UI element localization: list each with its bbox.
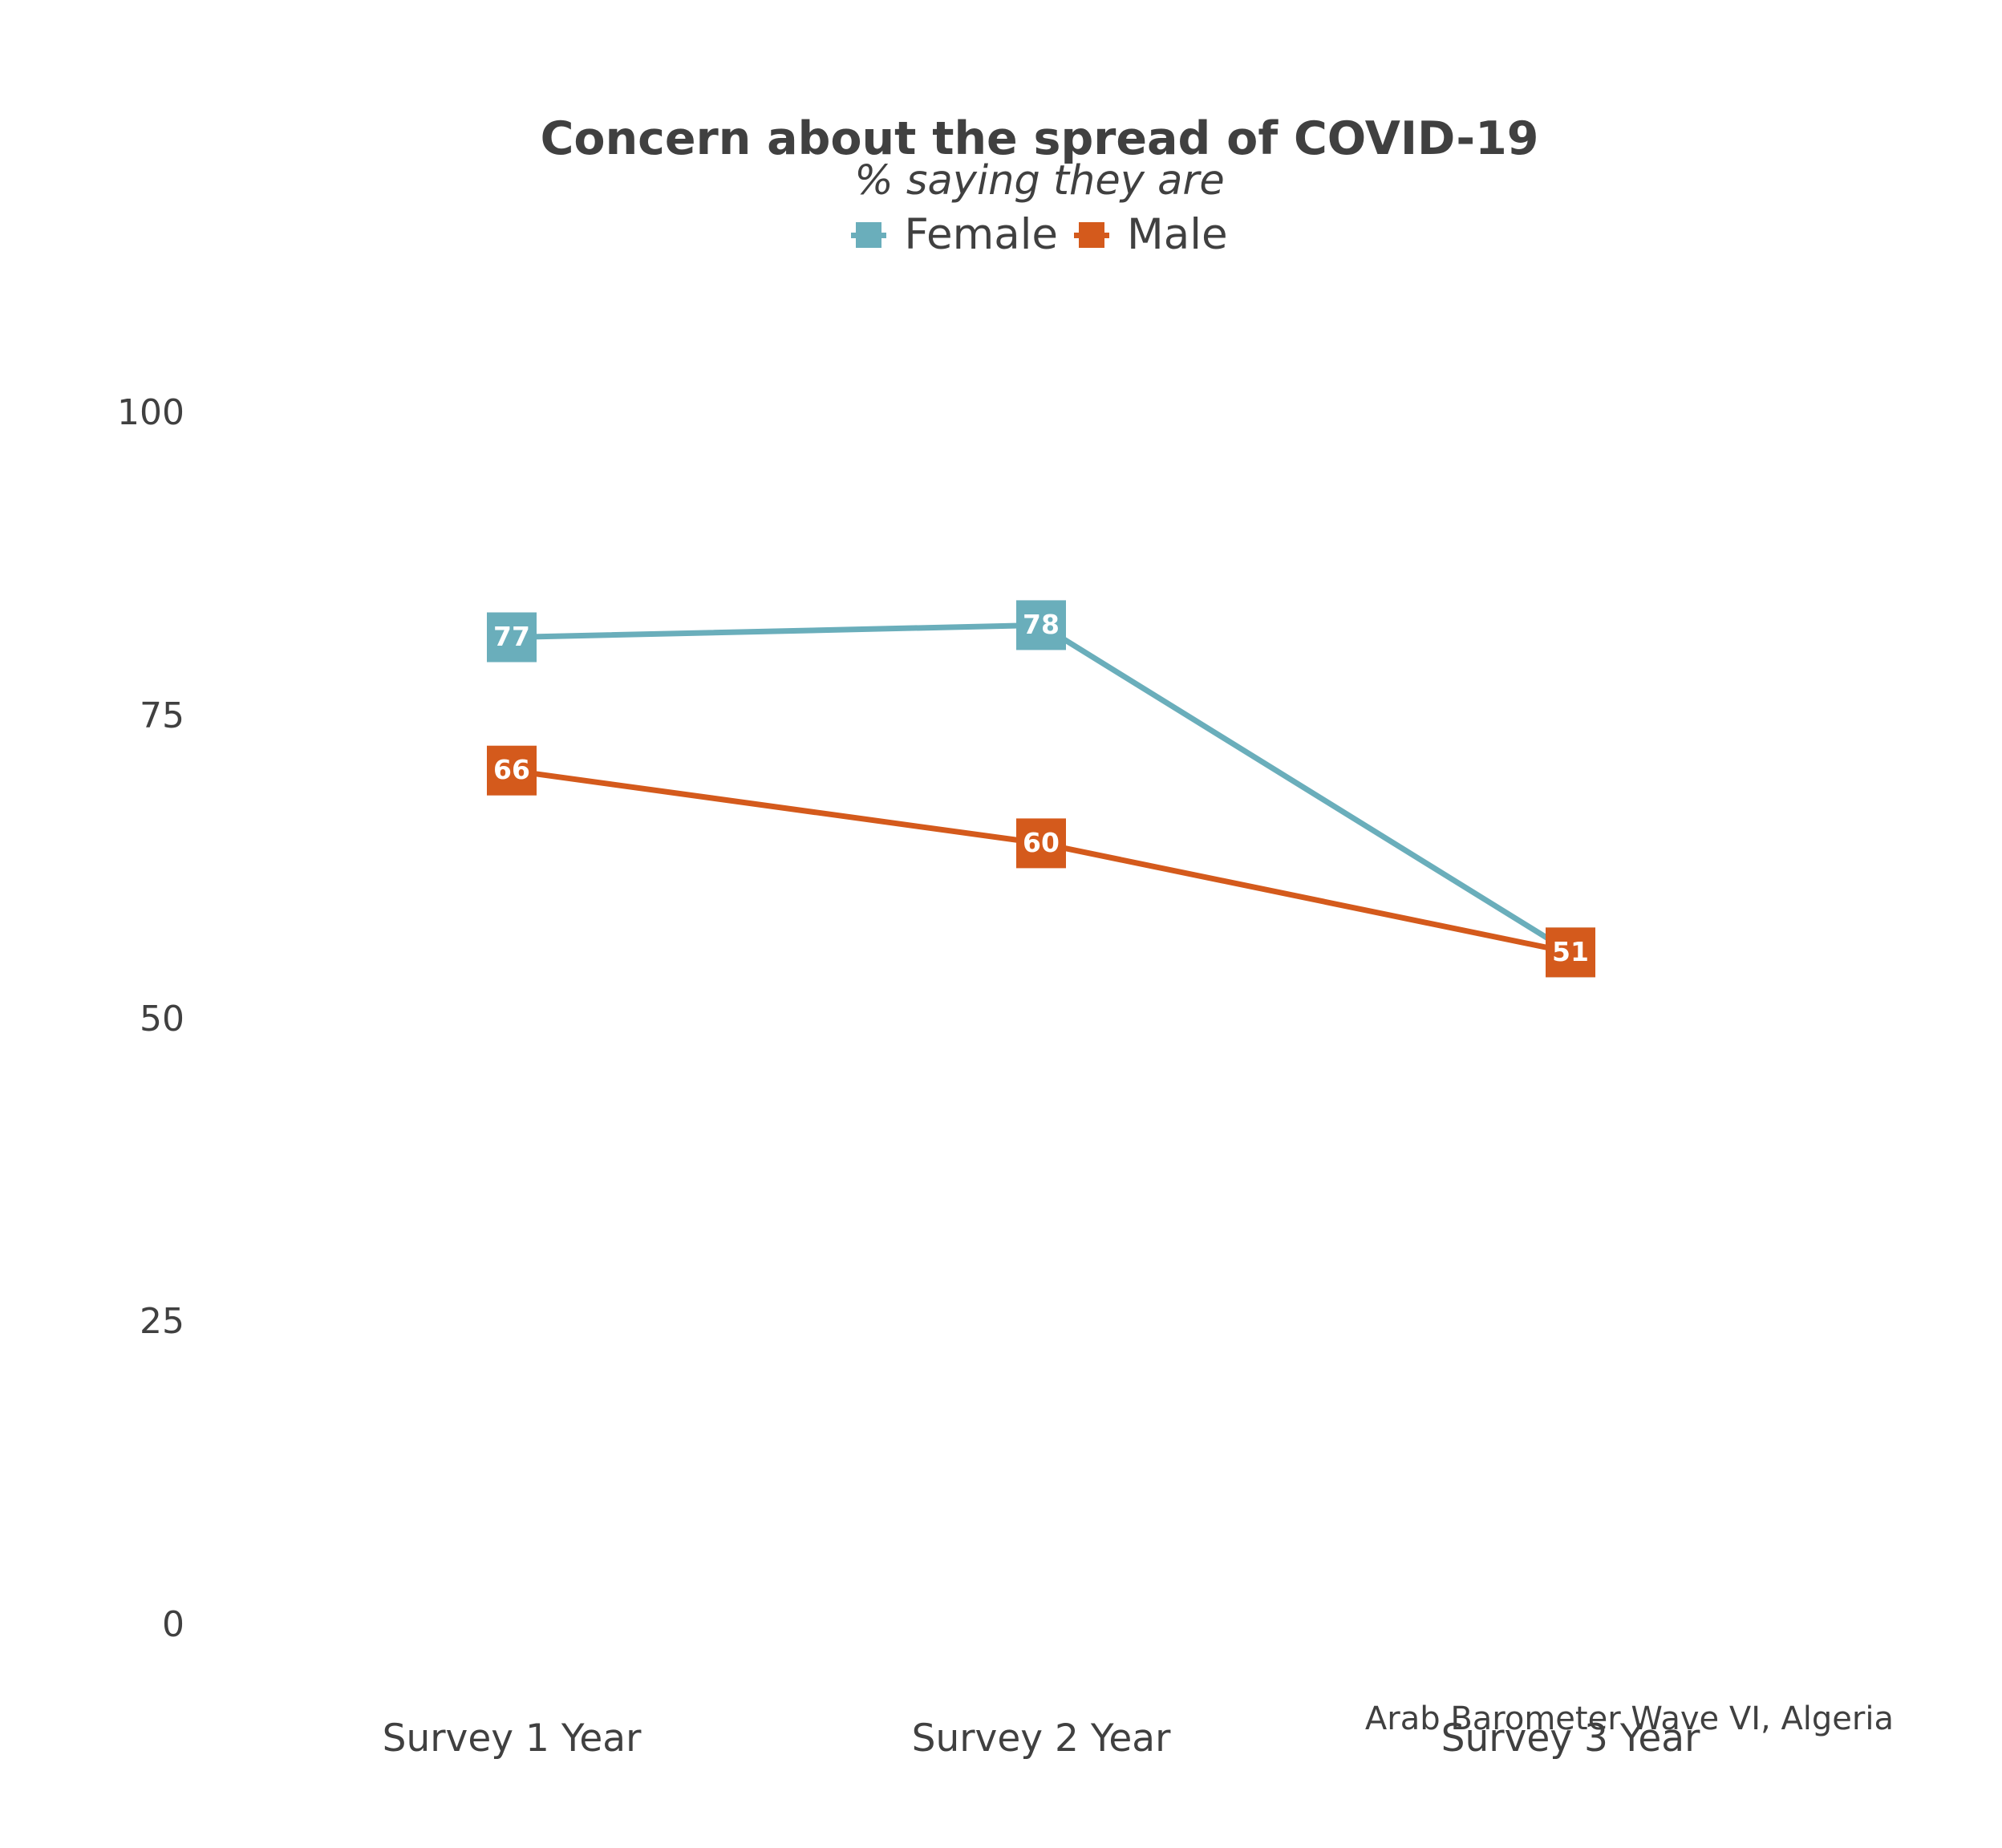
data-point-male bbox=[1016, 818, 1066, 869]
legend: Female Male bbox=[0, 210, 2002, 259]
legend-label-male: Male bbox=[1127, 210, 1228, 259]
series-line-female bbox=[511, 622, 1572, 955]
data-label-female: 77 bbox=[493, 621, 530, 652]
data-label-male: 51 bbox=[1552, 936, 1589, 967]
legend-key-female bbox=[851, 219, 887, 251]
x-tick-label: Survey 2 Year bbox=[911, 1716, 1171, 1761]
data-point-female bbox=[487, 612, 537, 663]
chart-caption: Arab Barometer Wave VI, Algeria bbox=[1364, 1700, 1894, 1737]
data-label-male: 60 bbox=[1023, 827, 1060, 858]
chart-subtitle: % saying they are bbox=[854, 157, 1225, 205]
y-tick-label: 0 bbox=[162, 1604, 184, 1645]
y-tick-label: 25 bbox=[140, 1301, 184, 1342]
data-point-female bbox=[1016, 600, 1066, 650]
data-point-male bbox=[1546, 927, 1595, 978]
data-label-male: 66 bbox=[493, 754, 530, 785]
legend-item-male: Male bbox=[1074, 210, 1228, 259]
data-label-female: 78 bbox=[1023, 609, 1060, 640]
data-point-male bbox=[487, 745, 537, 796]
legend-key-male bbox=[1074, 219, 1110, 251]
y-tick-label: 100 bbox=[117, 392, 184, 433]
y-tick-label: 50 bbox=[140, 999, 184, 1040]
y-tick-label: 75 bbox=[140, 695, 184, 736]
chart-title: Concern about the spread of COVID-19 bbox=[540, 112, 1539, 165]
legend-item-female: Female bbox=[851, 210, 1058, 259]
x-tick-label: Survey 1 Year bbox=[382, 1716, 642, 1761]
x-tick-label: Survey 3 Year bbox=[1441, 1716, 1700, 1761]
legend-label-female: Female bbox=[904, 210, 1059, 259]
